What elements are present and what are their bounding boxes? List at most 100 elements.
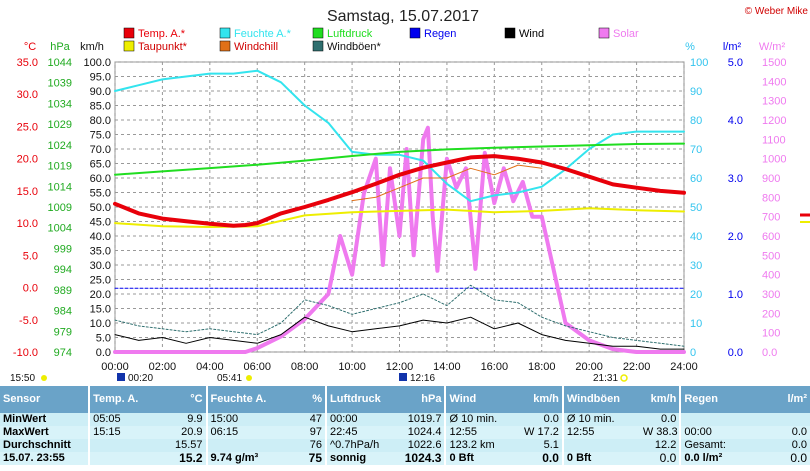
time-markers: 15:50 00:20 05:41 12:16 21:31 (10, 373, 628, 384)
legend-label: Taupunkt* (138, 41, 188, 53)
series-line (113, 154, 686, 228)
speed-tick-label: 70.0 (90, 144, 111, 156)
stats-cell: 12:55 (561, 426, 640, 439)
x-tick-label: 04:00 (196, 361, 224, 373)
stats-cell: W 38.3 (639, 426, 681, 439)
legend: Temp. A.* Feuchte A.* Luftdruck Regen Wind So… (123, 27, 639, 53)
press-tick-label: 1044 (48, 57, 72, 69)
stats-cell: Ø 10 min. (561, 413, 640, 426)
stats-cell: 1024.3 (398, 452, 446, 465)
x-tick-label: 14:00 (433, 361, 461, 373)
legend-swatch (312, 27, 324, 39)
stats-cell: 0.0 (512, 452, 563, 465)
speed-tick-label: 50.0 (90, 202, 111, 214)
press-tick-label: 999 (54, 243, 72, 255)
speed-tick-label: 95.0 (90, 72, 111, 84)
speed-tick-label: 85.0 (90, 101, 111, 113)
stats-header-cell: % (285, 386, 326, 413)
stats-row: MaxWert 15:15 20.9 06:15 97 22:45 1024.4 12:55 W… (0, 426, 810, 439)
axis-tick-labels: 35.0 30.0 25.0 20.0 15.0 10.0 5.0 0.0 -5.0 -10.0 1… (13, 57, 787, 373)
stats-header-cell: Regen (679, 386, 762, 413)
humidity-tick-label: 70 (690, 144, 702, 156)
press-tick-label: 974 (54, 347, 72, 359)
stats-cell: 5.1 (512, 439, 563, 452)
speed-tick-label: 5.0 (96, 333, 111, 345)
stats-cell (679, 413, 762, 426)
stats-cell: 0.0 (639, 413, 681, 426)
stats-cell: 15.2 (166, 452, 207, 465)
stats-cell: 15:15 (88, 426, 167, 439)
x-tick-label: 22:00 (623, 361, 651, 373)
press-unit-label: hPa (50, 41, 70, 53)
stats-cell: 06:15 (205, 426, 286, 439)
legend-label: Feuchte A.* (234, 28, 292, 40)
press-tick-label: 989 (54, 285, 72, 297)
stats-cell: 0.0 (512, 413, 563, 426)
solar-tick-label: 900 (762, 173, 780, 185)
temp-tick-label: 35.0 (17, 57, 38, 69)
speed-tick-label: 60.0 (90, 173, 111, 185)
speed-tick-label: 80.0 (90, 115, 111, 127)
x-tick-label: 00:00 (101, 361, 129, 373)
x-tick-label: 20:00 (575, 361, 603, 373)
stats-cell: 0.0 l/m² (679, 452, 762, 465)
stats-header-cell: Windböen (561, 386, 640, 413)
legend-label: Regen (424, 28, 456, 40)
temp-tick-label: 0.0 (23, 283, 38, 295)
solar-unit-label: W/m² (759, 41, 786, 53)
legend-label: Windchill (234, 41, 278, 53)
humidity-tick-label: 80 (690, 115, 702, 127)
stats-cell: 0.0 (761, 426, 810, 439)
press-tick-label: 1039 (48, 78, 72, 90)
stats-header-cell: Luftdruck (325, 386, 399, 413)
humidity-tick-label: 90 (690, 86, 702, 98)
series-line (113, 125, 686, 354)
speed-tick-label: 90.0 (90, 86, 111, 98)
stats-cell: 1022.6 (398, 439, 446, 452)
speed-tick-label: 35.0 (90, 246, 111, 258)
legend-swatch (123, 40, 135, 52)
stats-row-label: 15.07. 23:55 (0, 452, 90, 465)
x-tick-label: 08:00 (291, 361, 319, 373)
humidity-tick-label: 60 (690, 173, 702, 185)
series-line (114, 142, 685, 176)
speed-tick-label: 40.0 (90, 231, 111, 243)
legend-label: Solar (613, 28, 639, 40)
series-line (351, 164, 543, 202)
solar-tick-label: 600 (762, 231, 780, 243)
stats-cell: 22:45 (325, 426, 399, 439)
stats-cell: Ø 10 min. (444, 413, 513, 426)
stats-header-cell: Feuchte A. (205, 386, 286, 413)
stats-header-cell: l/m² (761, 386, 810, 413)
speed-tick-label: 30.0 (90, 260, 111, 272)
stats-cell: Gesamt: (679, 439, 762, 452)
moonset-marker: 12:16 (410, 373, 435, 384)
chart-title: Samstag, 15.07.2017 (327, 8, 479, 25)
x-tick-label: 06:00 (243, 361, 271, 373)
temp-tick-label: 10.0 (17, 218, 38, 230)
stats-header-cell: Temp. A. (88, 386, 167, 413)
sunset-icon (620, 374, 628, 382)
speed-tick-label: 55.0 (90, 188, 111, 200)
press-tick-label: 1034 (48, 98, 72, 110)
temp-tick-label: 20.0 (17, 154, 38, 166)
moonrise-marker: 00:20 (128, 373, 153, 384)
stats-cell: 123.2 km (444, 439, 513, 452)
stats-cell: 00:00 (679, 426, 762, 439)
stats-cell: 1024.4 (398, 426, 446, 439)
stats-cell (561, 439, 640, 452)
stats-cell: 00:00 (325, 413, 399, 426)
legend-swatch (504, 27, 516, 39)
legend-swatch (312, 40, 324, 52)
series-line (114, 284, 685, 347)
speed-tick-label: 100.0 (83, 57, 111, 69)
solar-tick-label: 800 (762, 192, 780, 204)
rain-tick-label: 0.0 (728, 347, 743, 359)
legend-swatch (123, 27, 135, 39)
solar-tick-label: 1100 (762, 134, 786, 146)
speed-tick-label: 15.0 (90, 304, 111, 316)
stats-cell: 0 Bft (561, 452, 640, 465)
stats-header-cell: km/h (512, 386, 563, 413)
left-time-marker: 15:50 (10, 373, 35, 384)
rain-tick-label: 4.0 (728, 115, 743, 127)
